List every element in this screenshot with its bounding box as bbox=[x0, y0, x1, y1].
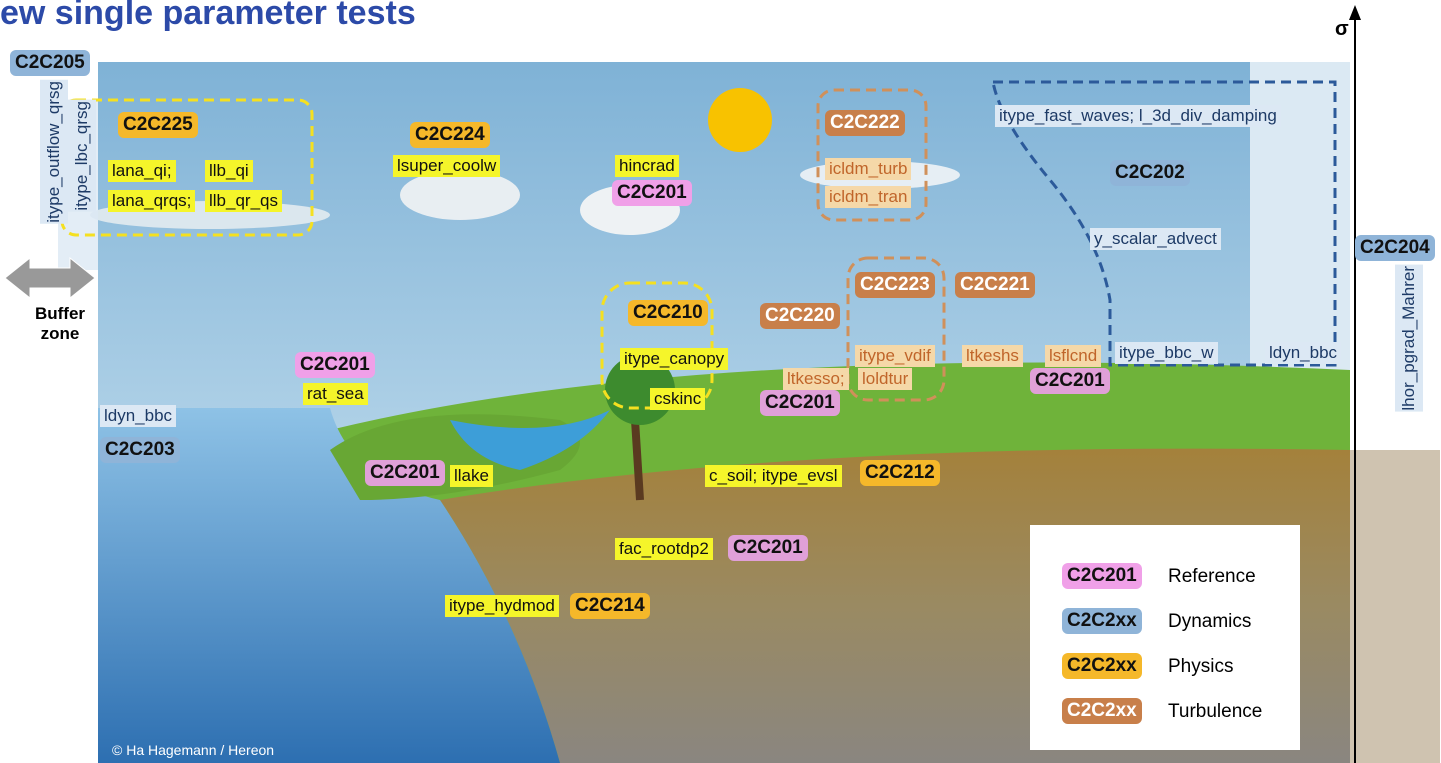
physics-box bbox=[60, 98, 314, 237]
legend-code: C2C2xx bbox=[1062, 653, 1142, 679]
parameter: ldyn_bbc bbox=[100, 405, 177, 427]
turbulence-box bbox=[846, 256, 946, 402]
tree-trunk bbox=[631, 419, 644, 501]
parameter: lhor_pgrad_Mahrer bbox=[1395, 265, 1423, 412]
physics-box bbox=[600, 281, 714, 410]
sun bbox=[708, 88, 772, 152]
parameter: fac_rootdp2 bbox=[615, 538, 713, 560]
test-tag: C2C201 bbox=[295, 352, 375, 378]
parameter: itype_lbc_qrsg bbox=[68, 100, 96, 212]
test-tag: C2C224 bbox=[410, 122, 490, 148]
test-tag: C2C214 bbox=[570, 593, 650, 619]
parameter: itype_bbc_w bbox=[1115, 342, 1218, 364]
parameter: ldyn_bbc bbox=[1265, 342, 1342, 364]
test-tag: C2C201 bbox=[612, 180, 692, 206]
parameter: llb_qr_qs bbox=[205, 190, 282, 212]
title: ew single parameter tests bbox=[0, 0, 416, 32]
cloud bbox=[400, 170, 520, 220]
buffer-zone: Buffer zone bbox=[34, 304, 86, 343]
parameter: loldtur bbox=[858, 368, 913, 390]
parameter: itype_canopy bbox=[620, 348, 729, 370]
soil-layers bbox=[1350, 450, 1440, 763]
test-tag: C2C210 bbox=[628, 300, 708, 326]
test-tag: C2C220 bbox=[760, 303, 840, 329]
parameter: lsuper_coolw bbox=[393, 155, 501, 177]
parameter: itype_hydmod bbox=[445, 595, 559, 617]
test-tag: C2C201 bbox=[365, 460, 445, 486]
test-tag: C2C203 bbox=[100, 437, 180, 463]
parameter: icldm_tran bbox=[825, 186, 912, 208]
legend-code: C2C2xx bbox=[1062, 698, 1142, 724]
test-tag: C2C202 bbox=[1110, 160, 1190, 186]
test-tag: C2C201 bbox=[1030, 368, 1110, 394]
test-tag: C2C205 bbox=[10, 50, 90, 76]
legend-code: C2C2xx bbox=[1062, 608, 1142, 634]
sigma-arrow bbox=[1349, 5, 1361, 20]
legend-label: Turbulence bbox=[1168, 701, 1263, 722]
parameter: lana_qi; bbox=[108, 160, 176, 182]
parameter: hincrad bbox=[615, 155, 679, 177]
test-tag: C2C221 bbox=[955, 272, 1035, 298]
parameter: ltkeshs bbox=[962, 345, 1023, 367]
dynamics-box bbox=[991, 80, 1337, 367]
test-tag: C2C212 bbox=[860, 460, 940, 486]
legend-code: C2C201 bbox=[1062, 563, 1142, 589]
test-tag: C2C222 bbox=[825, 110, 905, 136]
axis-label: σ bbox=[1335, 18, 1349, 40]
parameter: llake bbox=[450, 465, 493, 487]
parameter: cskinc bbox=[650, 388, 706, 410]
parameter: itype_fast_waves; l_3d_div_damping bbox=[995, 105, 1281, 127]
test-tag: C2C201 bbox=[760, 390, 840, 416]
turbulence-box bbox=[816, 88, 928, 222]
legend-label: Physics bbox=[1168, 656, 1234, 677]
parameter: lana_qrqs; bbox=[108, 190, 196, 212]
parameter: rat_sea bbox=[303, 383, 368, 405]
legend-label: Reference bbox=[1168, 566, 1256, 587]
parameter: itype_vdif bbox=[855, 345, 935, 367]
parameter: llb_qi bbox=[205, 160, 253, 182]
buffer-arrow bbox=[4, 256, 96, 300]
parameter: c_soil; itype_evsl bbox=[705, 465, 842, 487]
test-tag: C2C223 bbox=[855, 272, 935, 298]
test-tag: C2C204 bbox=[1355, 235, 1435, 261]
sea bbox=[98, 408, 560, 763]
legend-label: Dynamics bbox=[1168, 611, 1252, 632]
parameter: ltkesso; bbox=[783, 368, 849, 390]
test-tag: C2C201 bbox=[728, 535, 808, 561]
credit: © Ha Hagemann / Hereon bbox=[112, 742, 275, 758]
parameter: icldm_turb bbox=[825, 158, 912, 180]
parameter: y_scalar_advect bbox=[1090, 228, 1221, 250]
lake bbox=[450, 410, 610, 470]
parameter: lsflcnd bbox=[1045, 345, 1102, 367]
parameter: itype_outflow_qrsg bbox=[40, 80, 68, 224]
test-tag: C2C225 bbox=[118, 112, 198, 138]
